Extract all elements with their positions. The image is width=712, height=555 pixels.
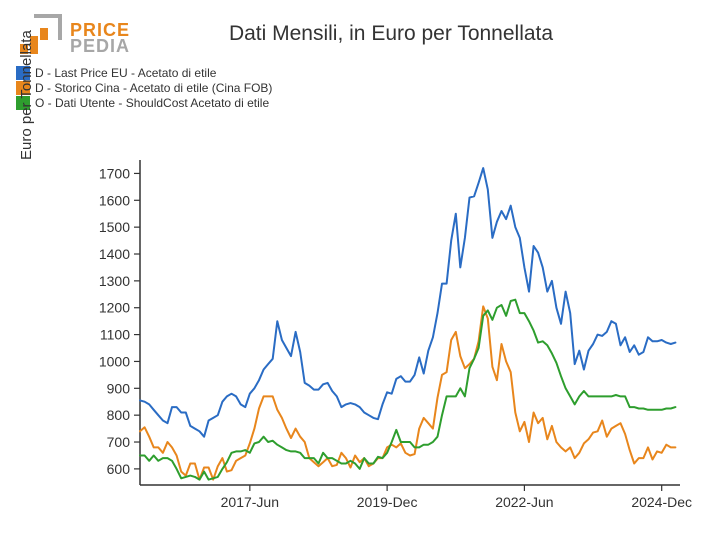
pricepedia-logo: PRICE PEDIA [20, 14, 130, 54]
svg-text:1400: 1400 [99, 246, 130, 262]
svg-text:1000: 1000 [99, 353, 130, 369]
legend-label: D - Storico Cina - Acetato di etile (Cin… [35, 81, 272, 95]
logo-line2: PEDIA [70, 38, 130, 54]
svg-text:1600: 1600 [99, 192, 130, 208]
legend-label: D - Last Price EU - Acetato di etile [35, 66, 216, 80]
legend-item: D - Last Price EU - Acetato di etile [16, 66, 696, 80]
chart-title: Dati Mensili, in Euro per Tonnellata [130, 22, 692, 46]
svg-text:1300: 1300 [99, 273, 130, 289]
svg-text:2019-Dec: 2019-Dec [357, 494, 418, 510]
legend-item: D - Storico Cina - Acetato di etile (Cin… [16, 81, 696, 95]
svg-text:900: 900 [107, 380, 131, 396]
legend-label: O - Dati Utente - ShouldCost Acetato di … [35, 96, 269, 110]
line-chart: 600 700 800 900 1000 1100 1200 1300 1400 1500 1600… [0, 160, 712, 550]
svg-text:700: 700 [107, 434, 131, 450]
svg-text:1700: 1700 [99, 165, 130, 181]
svg-text:1100: 1100 [100, 327, 130, 343]
svg-text:2017-Jun: 2017-Jun [221, 494, 279, 510]
logo-text: PRICE PEDIA [70, 22, 130, 54]
y-axis-label: Euro per Tonnellata [18, 30, 35, 160]
svg-text:2024-Dec: 2024-Dec [631, 494, 692, 510]
legend: D - Last Price EU - Acetato di etileD - … [0, 60, 712, 110]
svg-text:600: 600 [107, 461, 131, 477]
svg-text:2022-Jun: 2022-Jun [495, 494, 553, 510]
svg-text:800: 800 [107, 407, 131, 423]
svg-text:1200: 1200 [99, 300, 130, 316]
svg-text:1500: 1500 [99, 219, 130, 235]
legend-item: O - Dati Utente - ShouldCost Acetato di … [16, 96, 696, 110]
